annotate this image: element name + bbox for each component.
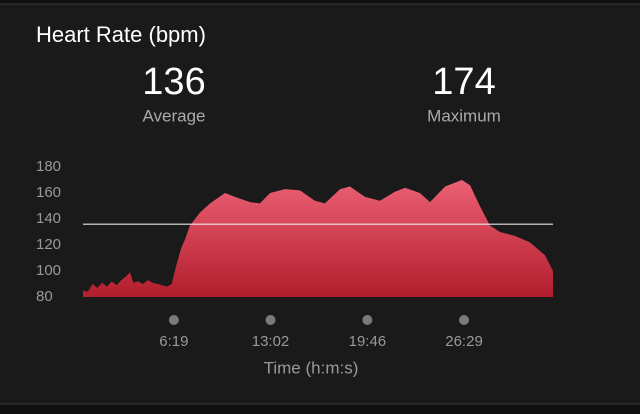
x-tick-dot — [459, 315, 470, 325]
x-tick-label: 6:19 — [159, 333, 188, 350]
y-tick-label: 80 — [36, 288, 53, 305]
y-tick-label: 100 — [36, 262, 61, 279]
x-tick-dot — [265, 315, 276, 325]
x-axis-label: Time (h:m:s) — [264, 358, 359, 377]
stat-label: Average — [142, 106, 205, 125]
y-tick-label: 120 — [36, 236, 61, 253]
stat-value: 136 — [142, 61, 205, 103]
y-tick-label: 140 — [36, 210, 61, 227]
x-tick-dot — [168, 315, 179, 325]
stat-label: Maximum — [427, 106, 501, 125]
x-tick-label: 26:29 — [445, 333, 483, 350]
x-tick-label: 13:02 — [252, 333, 290, 350]
stat-value: 174 — [432, 61, 495, 103]
x-tick-label: 19:46 — [349, 333, 387, 350]
y-tick-label: 160 — [36, 184, 61, 201]
y-tick-label: 180 — [36, 158, 61, 175]
chart-title: Heart Rate (bpm) — [36, 22, 206, 47]
x-tick-dot — [362, 315, 373, 325]
area — [83, 180, 553, 297]
